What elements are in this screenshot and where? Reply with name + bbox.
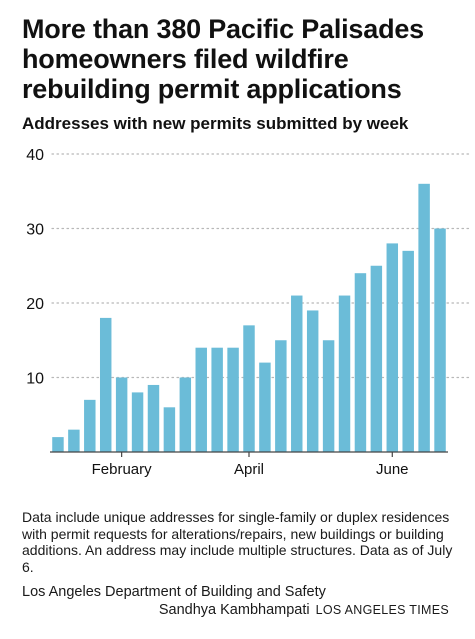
chart-title: More than 380 Pacific Palisades homeowne… [22,14,424,104]
bar [370,265,383,452]
bar [115,377,128,452]
x-tick-label: February [92,461,153,478]
bar [179,377,192,452]
chart-subtitle: Addresses with new permits submitted by … [22,114,409,133]
y-tick-label: 40 [26,147,44,164]
bar [386,243,399,452]
bar [291,295,303,452]
credit-line: Sandhya Kambhampati Los Angeles Times [159,601,449,619]
source-line: Los Angeles Department of Building and S… [22,584,326,600]
bars [52,183,446,453]
bar [338,295,351,452]
bar [84,399,96,452]
byline: Sandhya Kambhampati [158,602,310,618]
bar [131,392,144,452]
y-tick-labels: 10 20 30 40 [26,147,44,388]
bar [354,273,367,452]
organization: Los Angeles Times [315,603,449,617]
bar [52,437,64,452]
bar [402,250,414,452]
bar [211,347,223,452]
bar [227,347,239,452]
bar [259,362,271,452]
y-tick-label: 20 [26,296,44,313]
bar [99,317,112,452]
bar [275,340,287,452]
x-tick-label: June [376,461,409,478]
x-tick-label: April [234,461,264,478]
bar [195,347,207,452]
bar [243,325,255,452]
data-notes: Data include unique addresses for single… [22,509,453,575]
bar [147,384,160,452]
bar [434,228,446,452]
bar-chart: 10 20 30 40 February April June [26,147,471,478]
bar [68,429,80,452]
bar [306,310,319,452]
y-tick-label: 30 [26,222,44,239]
bar [418,183,430,453]
y-tick-label: 10 [26,371,44,388]
bar [322,340,335,452]
x-tick-labels: February April June [92,452,409,478]
bar [163,407,176,452]
